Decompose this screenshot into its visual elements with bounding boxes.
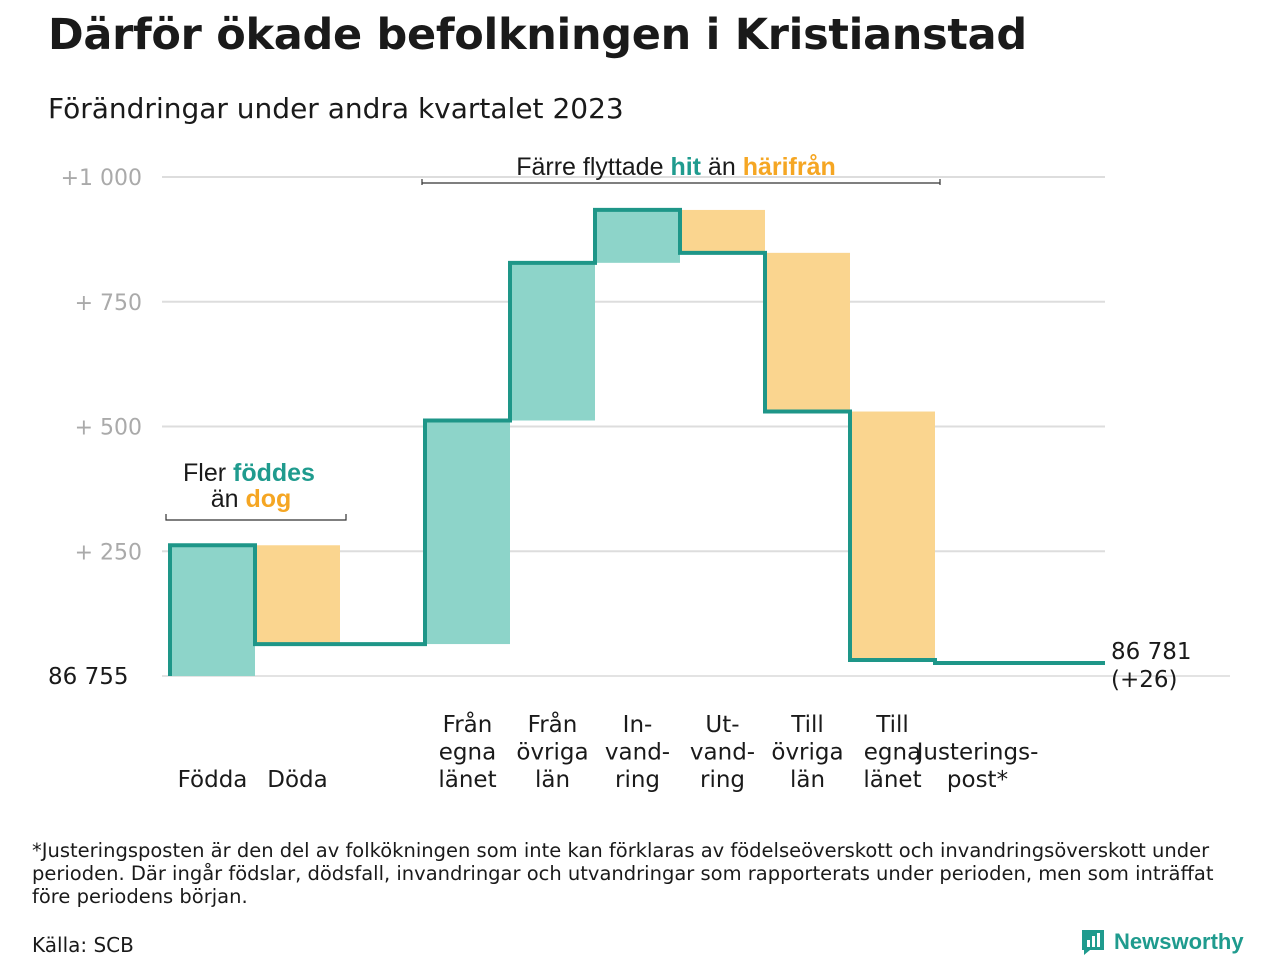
bar-increase bbox=[595, 209, 680, 263]
brand-name: Newsworthy bbox=[1114, 929, 1244, 954]
brand-logo[interactable]: Newsworthy bbox=[1080, 928, 1244, 956]
y-tick-label: + 500 bbox=[75, 416, 142, 441]
cumulative-step-line bbox=[168, 207, 1105, 676]
x-category-label: vand- bbox=[690, 740, 755, 766]
chart-title: Därför ökade befolkningen i Kristianstad bbox=[48, 10, 1027, 60]
x-category-label: länet bbox=[863, 767, 921, 793]
x-category-label: egna bbox=[439, 740, 496, 766]
x-category-label: övriga bbox=[771, 740, 843, 766]
bar-decrease bbox=[765, 252, 850, 412]
y-tick-label: + 750 bbox=[75, 291, 142, 316]
bar-decrease bbox=[680, 209, 765, 253]
bar-decrease bbox=[255, 545, 340, 645]
source-label: Källa: SCB bbox=[32, 933, 134, 957]
bar-increase bbox=[170, 545, 255, 676]
end-value-label: 86 781 bbox=[1111, 639, 1191, 665]
x-category-label: ring bbox=[615, 767, 660, 793]
x-category-label: län bbox=[790, 767, 825, 793]
x-category-label: övriga bbox=[516, 740, 588, 766]
x-category-label: Från bbox=[443, 710, 493, 738]
x-category-label: länet bbox=[438, 767, 496, 793]
x-category-label: vand- bbox=[605, 740, 670, 766]
annotation-bracket-moves bbox=[421, 179, 941, 185]
x-category-label: Födda bbox=[178, 767, 248, 793]
x-category-label: Från bbox=[528, 710, 578, 738]
x-category-label: län bbox=[535, 767, 570, 793]
y-tick-label: + 250 bbox=[75, 540, 142, 565]
annotation-moves: Färre flyttade hit än härifrån bbox=[516, 153, 836, 181]
annotation-bracket-births bbox=[165, 514, 347, 521]
bar-increase bbox=[510, 262, 595, 421]
x-category-label: Ut- bbox=[705, 712, 739, 738]
x-category-label: post* bbox=[947, 767, 1008, 793]
bar-decrease bbox=[850, 411, 935, 661]
x-category-label: ring bbox=[700, 767, 745, 793]
annotation-deaths: än dog bbox=[211, 485, 292, 513]
x-category-label: Justerings- bbox=[915, 740, 1039, 766]
end-change-label: (+26) bbox=[1111, 667, 1177, 693]
annotation-births: Fler föddes bbox=[183, 459, 315, 487]
x-category-label: egna bbox=[864, 740, 921, 766]
start-value-label: 86 755 bbox=[48, 664, 128, 690]
x-category-label: Till bbox=[875, 712, 909, 738]
chart-subtitle: Förändringar under andra kvartalet 2023 bbox=[48, 92, 624, 125]
footnote: *Justeringsposten är den del av folkökni… bbox=[32, 839, 1214, 908]
x-category-label: Döda bbox=[267, 767, 327, 793]
bar-increase bbox=[425, 420, 510, 645]
y-tick-label: +1 000 bbox=[61, 166, 142, 191]
newsworthy-logo-icon bbox=[1082, 930, 1104, 955]
x-category-label: In- bbox=[623, 712, 653, 738]
x-category-label: Till bbox=[790, 712, 824, 738]
